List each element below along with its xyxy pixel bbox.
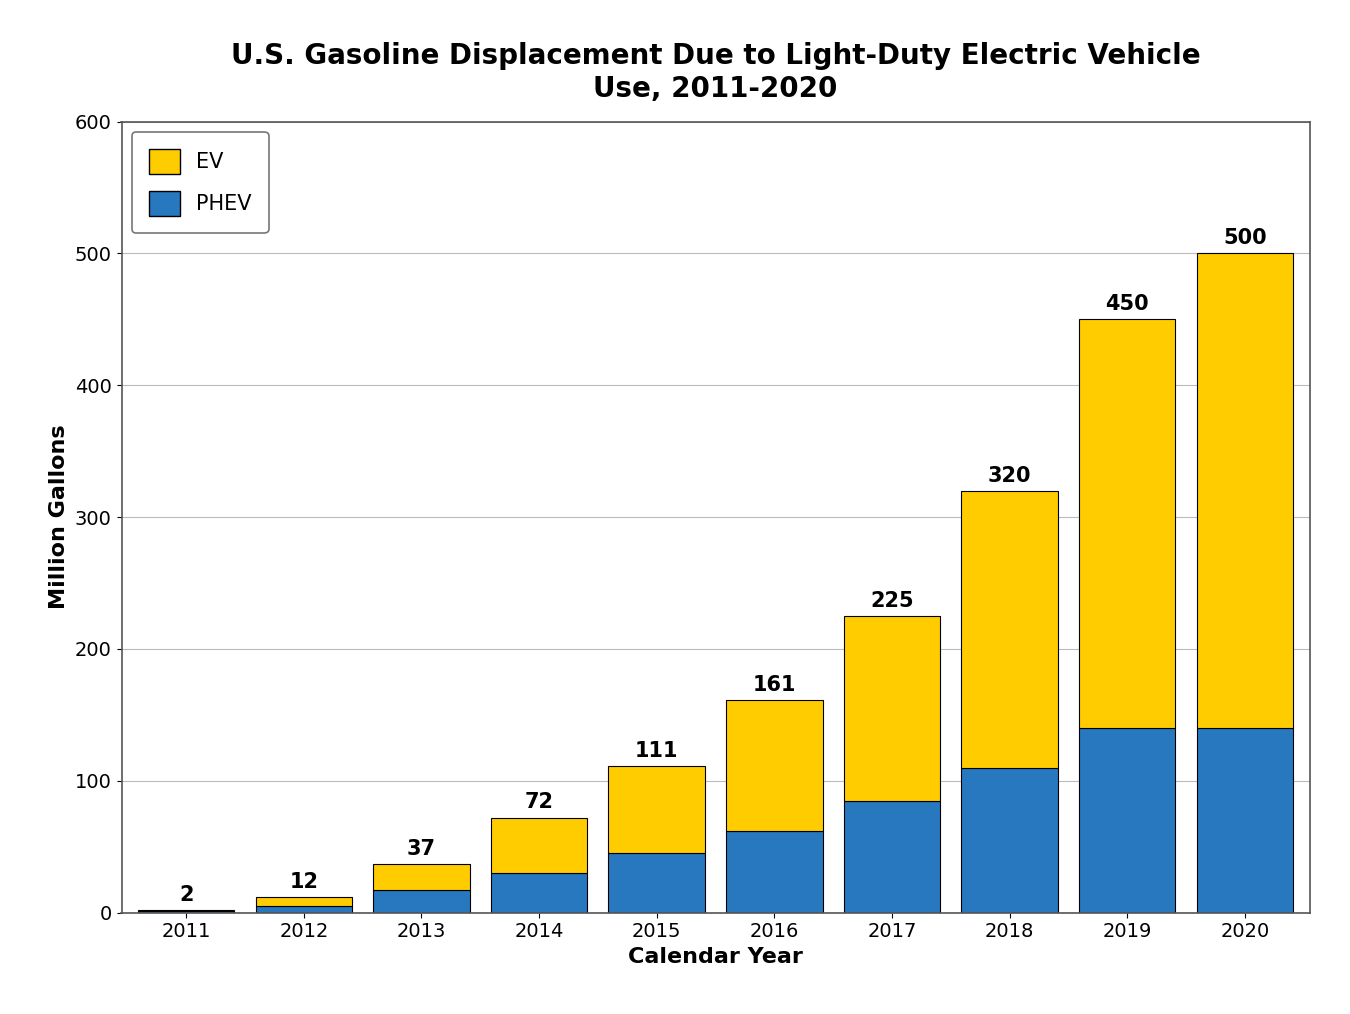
Bar [609,854,705,913]
Bar [961,768,1058,913]
Bar [491,817,587,873]
Bar [255,907,352,913]
Bar [138,910,235,912]
Bar [726,701,822,830]
Y-axis label: Million Gallons: Million Gallons [49,425,69,609]
Bar [373,864,470,890]
Bar [844,615,940,801]
Text: 37: 37 [406,839,436,859]
Bar [255,896,352,907]
Bar [844,801,940,913]
Bar [1196,254,1293,728]
Bar [609,767,705,854]
Text: 2: 2 [180,884,193,904]
Bar [1079,728,1176,913]
Text: 450: 450 [1106,294,1149,314]
Legend: EV, PHEV: EV, PHEV [132,132,269,233]
Text: 320: 320 [988,465,1031,486]
Text: 161: 161 [752,675,796,696]
Bar [726,830,822,913]
Text: 72: 72 [525,792,553,812]
Text: 12: 12 [289,871,319,891]
Bar [491,873,587,913]
Text: 500: 500 [1223,228,1266,248]
Bar [961,491,1058,768]
Title: U.S. Gasoline Displacement Due to Light-Duty Electric Vehicle
Use, 2011-2020: U.S. Gasoline Displacement Due to Light-… [231,43,1200,102]
Text: 225: 225 [871,591,914,610]
Bar [373,890,470,913]
X-axis label: Calendar Year: Calendar Year [628,947,803,967]
Bar [1079,319,1176,728]
Bar [138,912,235,913]
Bar [1196,728,1293,913]
Text: 111: 111 [634,741,679,760]
